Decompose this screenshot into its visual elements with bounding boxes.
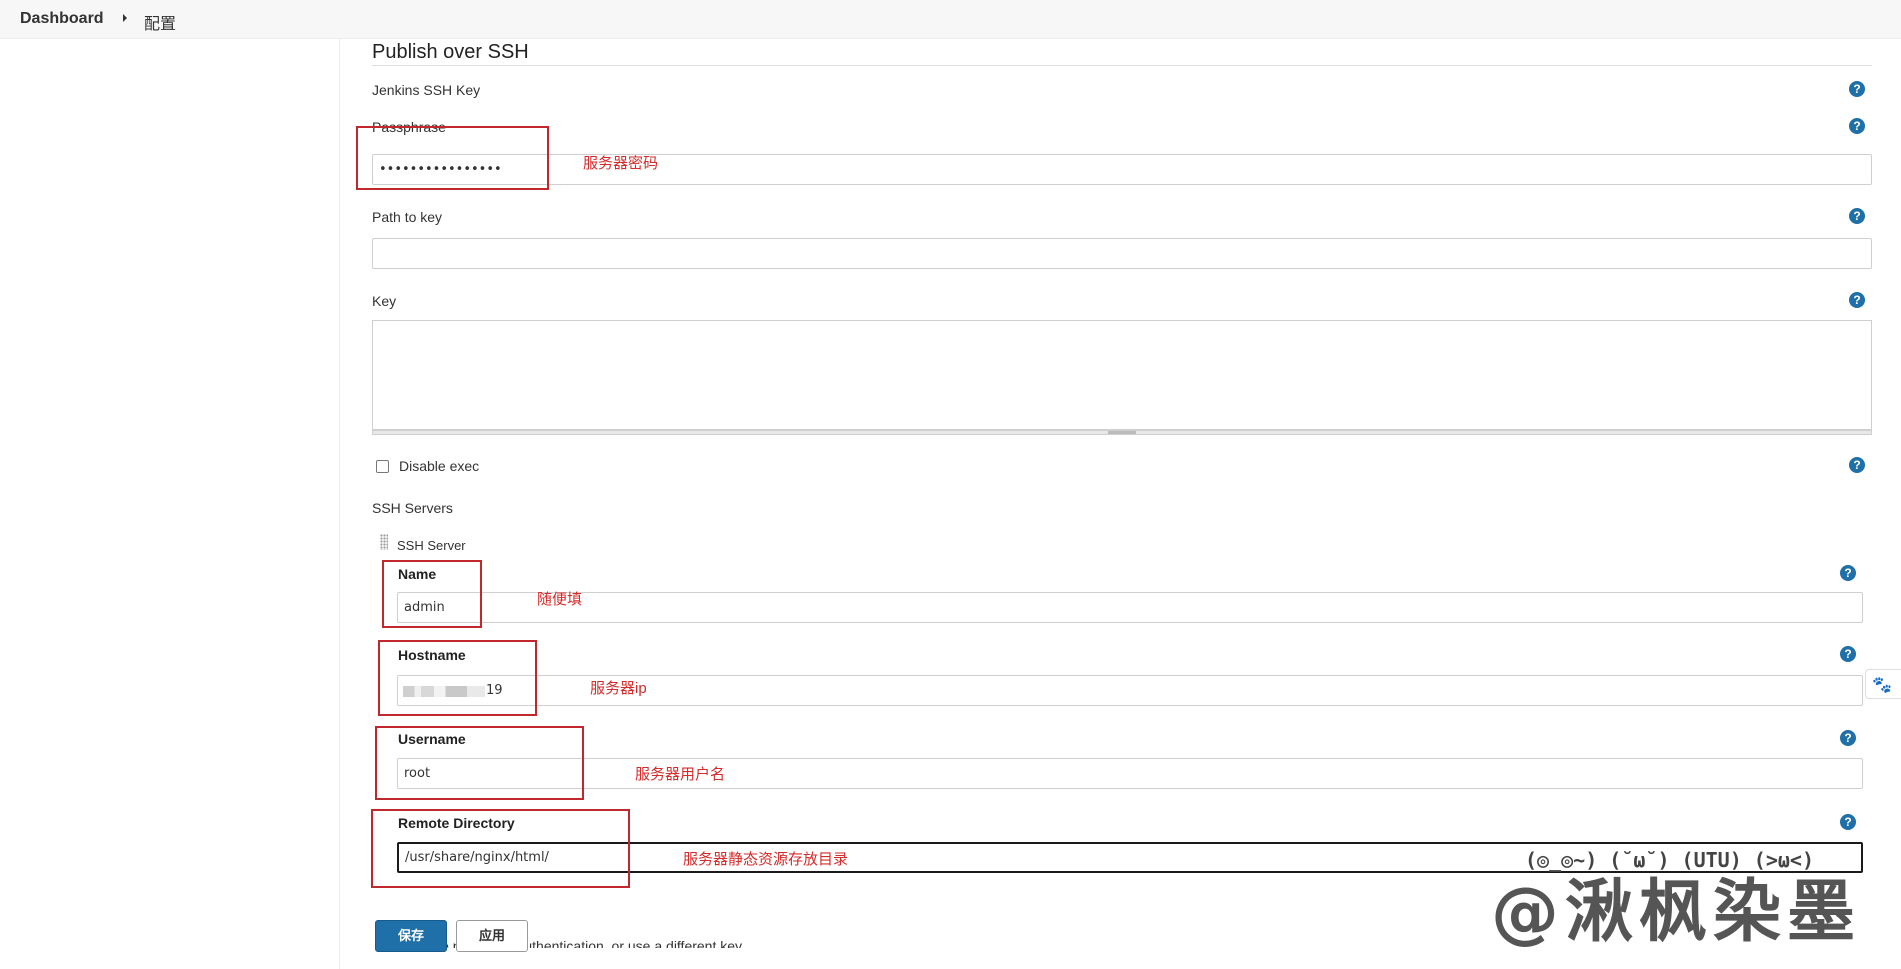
annotation-text: 服务器静态资源存放目录 — [683, 851, 849, 868]
side-panel — [0, 39, 340, 969]
path-to-key-label: Path to key — [372, 209, 443, 225]
ssh-servers-label: SSH Servers — [372, 500, 453, 516]
ssh-server-title: SSH Server — [397, 538, 466, 553]
hostname-label: Hostname — [398, 647, 466, 663]
watermark-signature: @湫枫染墨 — [1490, 873, 1861, 952]
passphrase-label: Passphrase — [372, 119, 446, 135]
username-input[interactable]: root — [397, 758, 1863, 789]
remote-directory-input[interactable]: /usr/share/nginx/html/ — [397, 842, 1863, 873]
hostname-input[interactable]: 19 — [397, 675, 1863, 706]
hostname-visible-suffix: 19 — [486, 683, 503, 698]
server-name-label: Name — [398, 566, 437, 582]
disable-exec-checkbox[interactable] — [376, 460, 389, 473]
drag-handle-icon[interactable] — [380, 534, 388, 550]
help-circle-icon[interactable]: ? — [1840, 646, 1856, 662]
apply-button[interactable]: 应用 — [456, 920, 528, 952]
config-form: Publish over SSH Jenkins SSH Key ? Passp… — [340, 39, 1901, 969]
redacted-ip — [403, 686, 485, 697]
disable-exec-label: Disable exec — [399, 458, 480, 474]
key-textarea[interactable] — [372, 320, 1872, 430]
server-name-input[interactable]: admin — [397, 592, 1863, 623]
jenkins-ssh-key-label: Jenkins SSH Key — [372, 82, 481, 98]
help-circle-icon[interactable]: ? — [1840, 565, 1856, 581]
section-title: Publish over SSH — [372, 41, 529, 63]
key-label: Key — [372, 293, 397, 309]
remote-directory-label: Remote Directory — [398, 815, 515, 831]
path-to-key-input[interactable] — [372, 238, 1872, 269]
browser-extension-tab[interactable]: 🐾 — [1865, 669, 1901, 699]
paw-icon: 🐾 — [1872, 677, 1892, 694]
passphrase-input[interactable]: •••••••••••••••• — [372, 154, 1872, 185]
username-label: Username — [398, 731, 466, 747]
watermark-kaomoji: (◎_◎~) (˘ω˘) (UTU) (>ω<) — [1525, 848, 1814, 872]
breadcrumb-dashboard-link[interactable]: Dashboard — [20, 10, 104, 27]
save-button[interactable]: 保存 — [375, 920, 447, 952]
chevron-right-icon — [123, 14, 127, 22]
help-circle-icon[interactable]: ? — [1849, 292, 1865, 308]
help-circle-icon[interactable]: ? — [1849, 208, 1865, 224]
textarea-resize-handle[interactable] — [372, 430, 1872, 435]
annotation-text: 服务器密码 — [583, 155, 659, 172]
annotation-text: 服务器用户名 — [635, 766, 726, 783]
help-circle-icon[interactable]: ? — [1840, 730, 1856, 746]
annotation-text: 服务器ip — [590, 680, 647, 697]
use-password-auth-label: Use password authentication, or use a di… — [424, 938, 743, 948]
breadcrumb: Dashboard 配置 — [0, 0, 1901, 39]
section-divider — [372, 65, 1872, 66]
help-circle-icon[interactable]: ? — [1849, 457, 1865, 473]
help-circle-icon[interactable]: ? — [1849, 81, 1865, 97]
help-circle-icon[interactable]: ? — [1849, 118, 1865, 134]
breadcrumb-current: 配置 — [144, 16, 177, 33]
help-circle-icon[interactable]: ? — [1840, 814, 1856, 830]
annotation-text: 随便填 — [537, 591, 583, 608]
